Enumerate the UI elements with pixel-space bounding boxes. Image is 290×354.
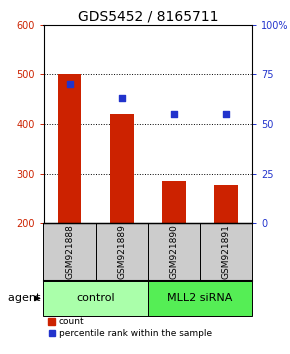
Text: GSM921891: GSM921891	[222, 224, 231, 279]
Text: MLL2 siRNA: MLL2 siRNA	[167, 293, 233, 303]
Point	[172, 111, 176, 117]
Text: GSM921890: GSM921890	[169, 224, 179, 279]
Text: GSM921889: GSM921889	[117, 224, 126, 279]
Point	[67, 81, 72, 87]
Legend: count, percentile rank within the sample: count, percentile rank within the sample	[48, 318, 212, 338]
Bar	[200, 223, 252, 281]
Bar	[148, 281, 252, 316]
Bar	[148, 223, 200, 281]
Bar	[58, 74, 81, 223]
Bar	[162, 181, 186, 223]
Text: GSM921888: GSM921888	[65, 224, 74, 279]
Point	[119, 96, 124, 101]
Title: GDS5452 / 8165711: GDS5452 / 8165711	[78, 10, 218, 24]
Text: agent: agent	[8, 293, 44, 303]
Bar	[214, 185, 238, 223]
Point	[224, 111, 229, 117]
Bar	[96, 223, 148, 281]
Text: control: control	[76, 293, 115, 303]
Bar	[110, 114, 134, 223]
Bar	[44, 223, 96, 281]
Bar	[44, 281, 148, 316]
